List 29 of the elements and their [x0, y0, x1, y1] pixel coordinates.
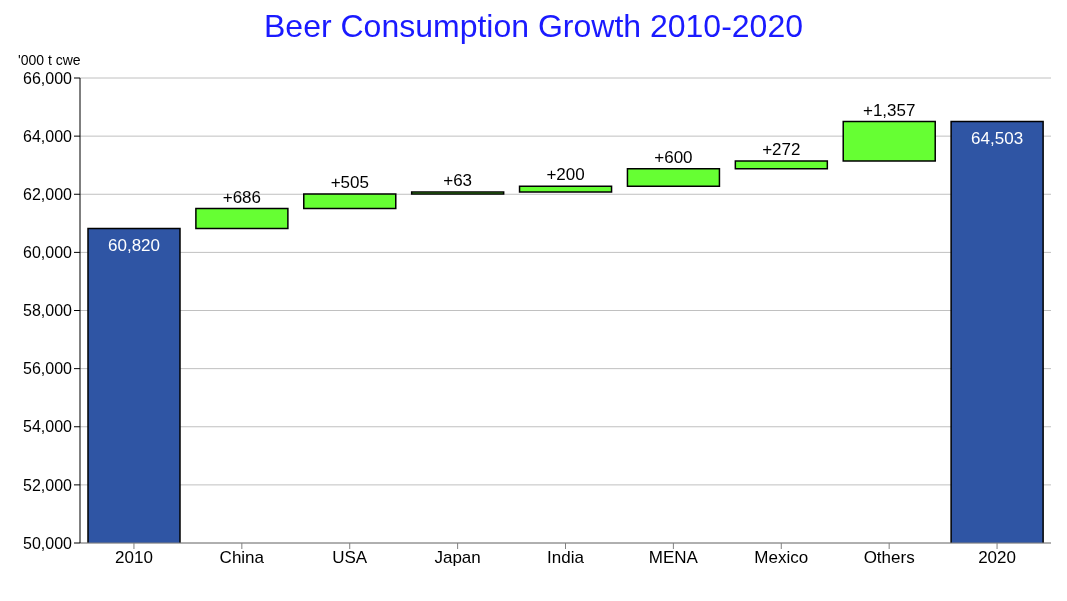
- data-label: +686: [222, 187, 262, 207]
- x-tick-label: MENA: [648, 548, 699, 568]
- data-label: 64,503: [971, 128, 1024, 148]
- data-label: +272: [762, 139, 801, 159]
- x-tick-label: China: [219, 548, 265, 568]
- data-label: +63: [443, 171, 473, 191]
- y-tick-label: 52,000: [23, 476, 73, 494]
- x-tick-label: Mexico: [754, 548, 809, 568]
- x-tick-label: 2010: [115, 548, 153, 568]
- data-label: +600: [654, 147, 693, 167]
- y-tick-label: 54,000: [23, 418, 73, 436]
- data-label: +1,357: [862, 100, 916, 120]
- y-axis-title: '000 t cwe: [18, 52, 81, 68]
- y-tick-label: 60,000: [23, 244, 73, 262]
- x-tick-label: India: [547, 548, 585, 568]
- y-tick-label: 64,000: [23, 127, 73, 145]
- y-tick-label: 62,000: [23, 185, 73, 203]
- x-tick-label: USA: [332, 548, 368, 568]
- data-label: +505: [330, 172, 369, 192]
- x-tick-label: Others: [863, 548, 915, 568]
- y-tick-label: 66,000: [23, 69, 73, 87]
- y-tick-label: 56,000: [23, 360, 73, 378]
- data-label: +200: [546, 165, 585, 185]
- y-tick-label: 50,000: [23, 534, 73, 552]
- x-tick-label: 2020: [978, 548, 1016, 568]
- chart-title: Beer Consumption Growth 2010-2020: [263, 8, 804, 45]
- data-label: 60,820: [108, 235, 160, 255]
- x-tick-label: Japan: [434, 548, 481, 568]
- y-tick-label: 58,000: [23, 302, 73, 320]
